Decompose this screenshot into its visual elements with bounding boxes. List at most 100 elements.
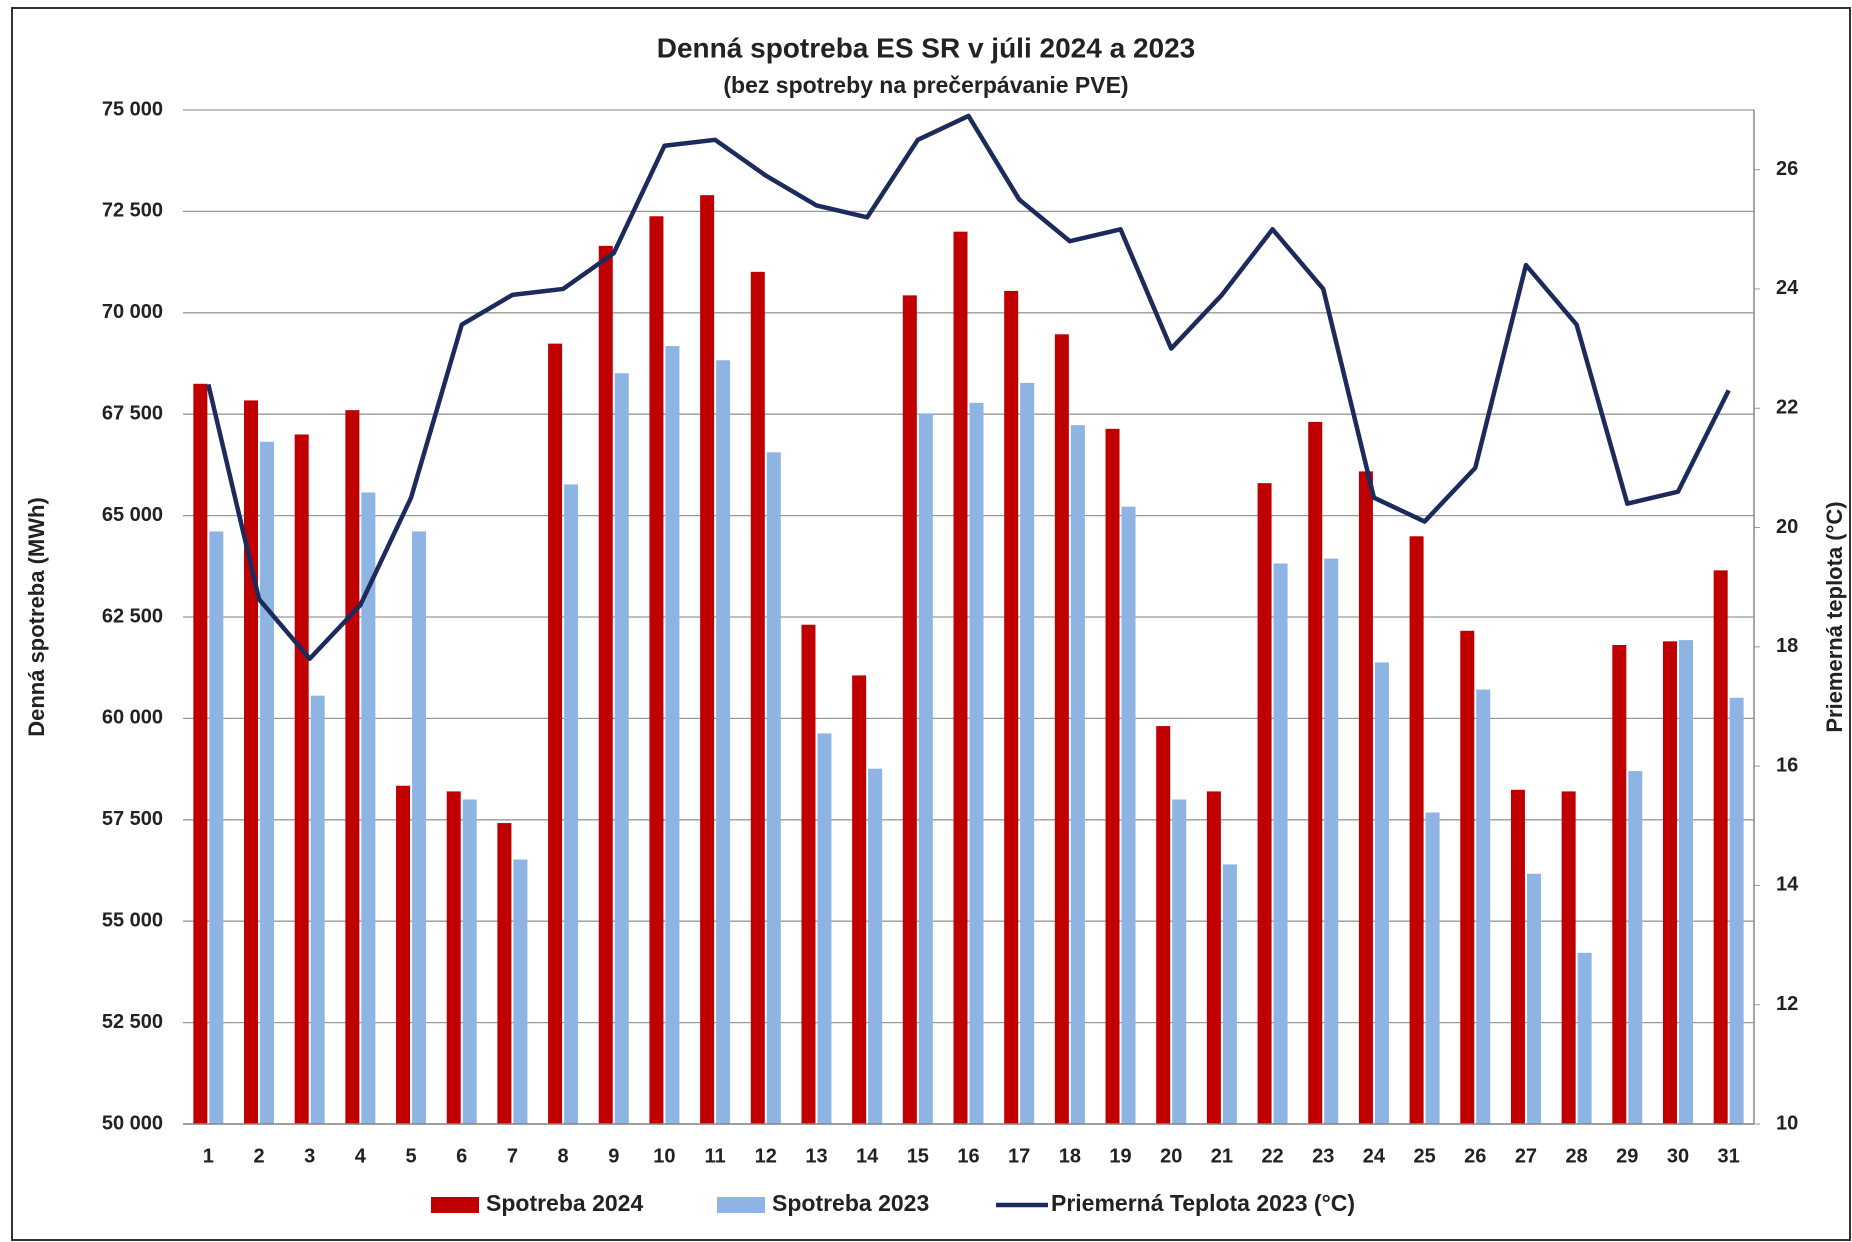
- bar: [294, 434, 309, 1125]
- y2-tick-label: 18: [1776, 635, 1798, 657]
- bar: [1324, 558, 1339, 1124]
- bar: [1308, 421, 1323, 1125]
- bar: [1628, 771, 1643, 1124]
- x-tick-label: 31: [1718, 1145, 1740, 1167]
- y-tick-label: 55 000: [102, 909, 163, 931]
- bar: [564, 484, 579, 1125]
- bar: [1358, 471, 1373, 1124]
- bar: [497, 823, 512, 1124]
- bar: [260, 441, 275, 1125]
- y2-tick-label: 14: [1776, 874, 1799, 896]
- bar: [1526, 873, 1541, 1124]
- bar: [614, 373, 629, 1125]
- x-tick-label: 20: [1160, 1145, 1182, 1167]
- bar: [598, 245, 613, 1125]
- y-tick-label: 50 000: [102, 1112, 163, 1134]
- bar: [462, 799, 477, 1124]
- bar: [665, 346, 680, 1124]
- line: [206, 113, 1731, 662]
- bar: [1425, 812, 1440, 1124]
- y-axis-label: Denná spotreba (MWh): [24, 497, 49, 737]
- bar: [396, 785, 411, 1124]
- bar: [649, 216, 664, 1124]
- y2-tick-label: 26: [1776, 158, 1798, 180]
- bar: [345, 410, 360, 1124]
- bar: [1257, 483, 1272, 1125]
- legend-label: Priemerná Teplota 2023 (°C): [1051, 1190, 1355, 1216]
- bar: [801, 624, 816, 1124]
- x-tick-label: 26: [1464, 1145, 1486, 1167]
- x-tick-label: 13: [805, 1145, 827, 1167]
- y2-tick-label: 24: [1776, 277, 1799, 299]
- bar: [1561, 791, 1576, 1124]
- bar: [716, 360, 731, 1124]
- bar: [1105, 428, 1120, 1124]
- y-tick-label: 52 500: [102, 1011, 163, 1033]
- x-tick-label: 6: [456, 1145, 467, 1167]
- legend-label: Spotreba 2024: [486, 1190, 643, 1216]
- bar: [1460, 630, 1475, 1124]
- bar: [902, 295, 917, 1124]
- y-tick-label: 60 000: [102, 707, 163, 729]
- x-tick-label: 23: [1312, 1145, 1334, 1167]
- bar: [852, 675, 867, 1124]
- bar: [1409, 536, 1424, 1124]
- bar: [700, 195, 715, 1124]
- bar: [953, 231, 968, 1124]
- bar: [1678, 640, 1693, 1124]
- y-tick-label: 67 500: [102, 402, 163, 424]
- y-tick-label: 75 000: [102, 98, 163, 120]
- bar: [1577, 952, 1592, 1124]
- x-tick-label: 14: [856, 1145, 879, 1167]
- x-tick-label: 1: [203, 1145, 214, 1167]
- bar: [1206, 791, 1221, 1124]
- bar: [1070, 425, 1085, 1124]
- x-tick-label: 9: [608, 1145, 619, 1167]
- bar: [1054, 334, 1069, 1124]
- x-tick-label: 16: [957, 1145, 979, 1167]
- bar: [310, 695, 325, 1124]
- x-tick-label: 7: [507, 1145, 518, 1167]
- chart-title: Denná spotreba ES SR v júli 2024 a 2023: [657, 32, 1195, 63]
- bar: [1004, 290, 1019, 1125]
- x-tick-label: 8: [558, 1145, 569, 1167]
- bar: [412, 531, 427, 1124]
- bar: [750, 271, 765, 1124]
- x-tick-label: 30: [1667, 1145, 1689, 1167]
- y2-tick-label: 12: [1776, 993, 1798, 1015]
- bar: [1273, 563, 1288, 1124]
- x-tick-label: 17: [1008, 1145, 1030, 1167]
- bar: [361, 492, 376, 1124]
- bar: [918, 413, 933, 1124]
- bar: [209, 531, 224, 1124]
- y2-axis-label: Priemerná teplota (°C): [1822, 501, 1847, 732]
- x-tick-label: 24: [1363, 1145, 1386, 1167]
- legend-swatch: [717, 1197, 765, 1213]
- bar: [446, 791, 461, 1124]
- x-tick-label: 19: [1109, 1145, 1131, 1167]
- x-tick-label: 3: [304, 1145, 315, 1167]
- x-tick-label: 15: [907, 1145, 929, 1167]
- x-tick-label: 11: [705, 1145, 726, 1167]
- bar: [1172, 799, 1187, 1124]
- x-tick-label: 2: [253, 1145, 264, 1167]
- y2-tick-label: 16: [1776, 754, 1798, 776]
- bar: [1476, 689, 1491, 1124]
- x-tick-label: 25: [1413, 1145, 1435, 1167]
- y-tick-label: 70 000: [102, 301, 163, 323]
- bar: [969, 402, 984, 1124]
- bar: [766, 452, 781, 1124]
- chart-subtitle: (bez spotreby na prečerpávanie PVE): [723, 72, 1128, 98]
- bar: [1121, 506, 1136, 1125]
- x-tick-label: 29: [1616, 1145, 1638, 1167]
- bar: [1510, 789, 1525, 1124]
- x-tick-label: 18: [1059, 1145, 1081, 1167]
- bar: [1156, 726, 1171, 1124]
- y-tick-label: 65 000: [102, 504, 163, 526]
- legend-label: Spotreba 2023: [772, 1190, 929, 1216]
- legend-swatch: [431, 1197, 479, 1213]
- x-tick-label: 5: [405, 1145, 416, 1167]
- bar: [513, 859, 528, 1124]
- y-tick-label: 62 500: [102, 605, 163, 627]
